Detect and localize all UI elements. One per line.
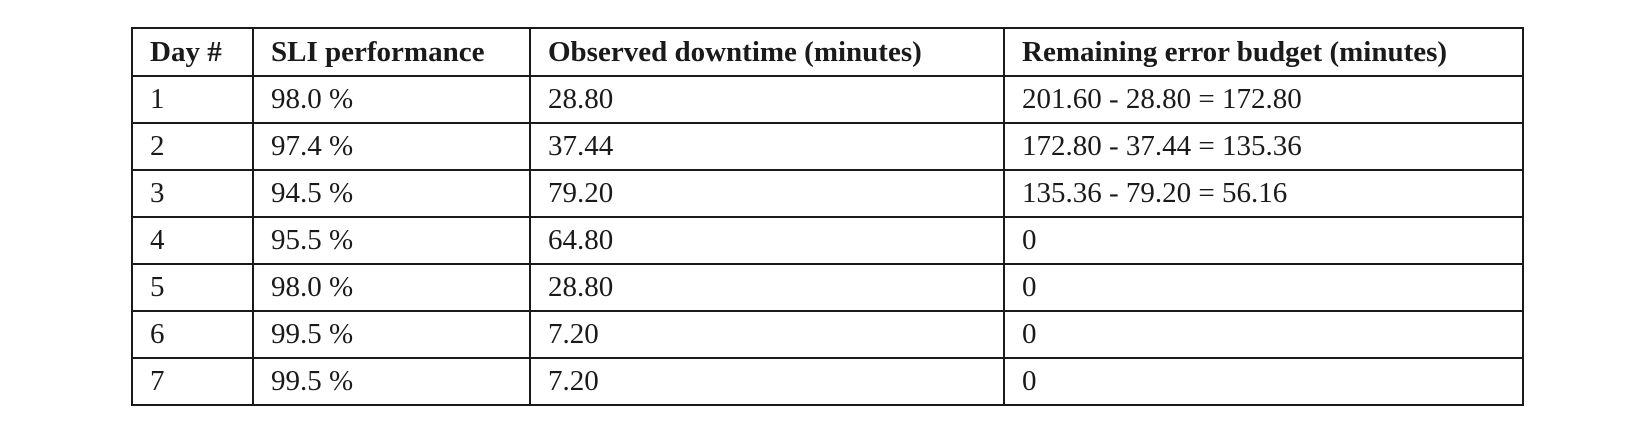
table-row: 5 98.0 % 28.80 0 (131, 263, 1524, 312)
cell-sli-performance: 97.4 % (252, 122, 531, 171)
cell-remaining-error-budget: 135.36 - 79.20 = 56.16 (1003, 169, 1524, 218)
error-budget-table: Day # SLI performance Observed downtime … (131, 27, 1524, 406)
header-sli-performance: SLI performance (252, 27, 531, 77)
cell-remaining-error-budget: 0 (1003, 357, 1524, 406)
cell-day: 3 (131, 169, 254, 218)
cell-sli-performance: 95.5 % (252, 216, 531, 265)
cell-sli-performance: 94.5 % (252, 169, 531, 218)
cell-remaining-error-budget: 0 (1003, 310, 1524, 359)
header-remaining-error-budget: Remaining error budget (minutes) (1003, 27, 1524, 77)
cell-observed-downtime: 7.20 (529, 357, 1005, 406)
cell-day: 5 (131, 263, 254, 312)
cell-observed-downtime: 37.44 (529, 122, 1005, 171)
cell-day: 7 (131, 357, 254, 406)
cell-observed-downtime: 79.20 (529, 169, 1005, 218)
cell-sli-performance: 99.5 % (252, 357, 531, 406)
cell-sli-performance: 99.5 % (252, 310, 531, 359)
table-row: 3 94.5 % 79.20 135.36 - 79.20 = 56.16 (131, 169, 1524, 218)
cell-day: 1 (131, 75, 254, 124)
cell-day: 2 (131, 122, 254, 171)
header-observed-downtime: Observed downtime (minutes) (529, 27, 1005, 77)
cell-sli-performance: 98.0 % (252, 263, 531, 312)
cell-remaining-error-budget: 172.80 - 37.44 = 135.36 (1003, 122, 1524, 171)
cell-sli-performance: 98.0 % (252, 75, 531, 124)
table-row: 1 98.0 % 28.80 201.60 - 28.80 = 172.80 (131, 75, 1524, 124)
table-row: 2 97.4 % 37.44 172.80 - 37.44 = 135.36 (131, 122, 1524, 171)
cell-remaining-error-budget: 0 (1003, 216, 1524, 265)
cell-day: 6 (131, 310, 254, 359)
cell-remaining-error-budget: 201.60 - 28.80 = 172.80 (1003, 75, 1524, 124)
cell-observed-downtime: 64.80 (529, 216, 1005, 265)
cell-remaining-error-budget: 0 (1003, 263, 1524, 312)
table-row: 4 95.5 % 64.80 0 (131, 216, 1524, 265)
table-row: 7 99.5 % 7.20 0 (131, 357, 1524, 406)
table-row: 6 99.5 % 7.20 0 (131, 310, 1524, 359)
cell-observed-downtime: 28.80 (529, 263, 1005, 312)
cell-day: 4 (131, 216, 254, 265)
header-day: Day # (131, 27, 254, 77)
cell-observed-downtime: 28.80 (529, 75, 1005, 124)
cell-observed-downtime: 7.20 (529, 310, 1005, 359)
table-header-row: Day # SLI performance Observed downtime … (131, 27, 1524, 77)
